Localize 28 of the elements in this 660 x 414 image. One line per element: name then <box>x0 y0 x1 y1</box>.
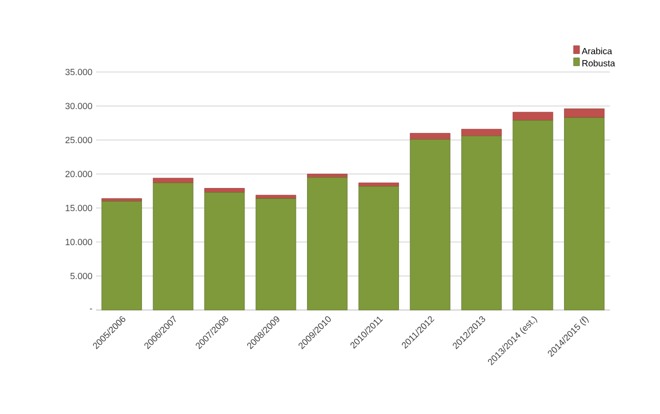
y-tick-label: 20.000 <box>66 170 92 178</box>
bar <box>307 177 348 310</box>
bar <box>461 128 502 136</box>
bar <box>204 188 245 193</box>
bar <box>102 201 142 310</box>
bar <box>358 186 399 310</box>
bar <box>564 108 605 118</box>
bar <box>512 112 554 120</box>
bar <box>512 120 554 310</box>
y-tick-label: 5.000 <box>70 272 92 280</box>
bar <box>256 198 296 310</box>
legend-label: Arabica <box>582 48 612 54</box>
bar <box>204 192 245 310</box>
y-tick-label: 25.000 <box>66 136 92 144</box>
bar <box>564 117 605 310</box>
y-tick-label: 10.000 <box>66 238 92 246</box>
bar <box>152 182 194 310</box>
y-tick-label: 30.000 <box>65 102 92 110</box>
bar <box>410 133 450 140</box>
y-tick-label: - <box>90 308 92 310</box>
bar <box>102 198 142 202</box>
bar <box>410 139 450 310</box>
y-tick-label: 15.000 <box>66 204 92 212</box>
bar <box>307 174 348 178</box>
bar <box>358 182 399 186</box>
legend-label: Robusta <box>582 60 616 66</box>
bar <box>461 136 502 310</box>
y-tick-label: 35.000 <box>65 68 92 76</box>
